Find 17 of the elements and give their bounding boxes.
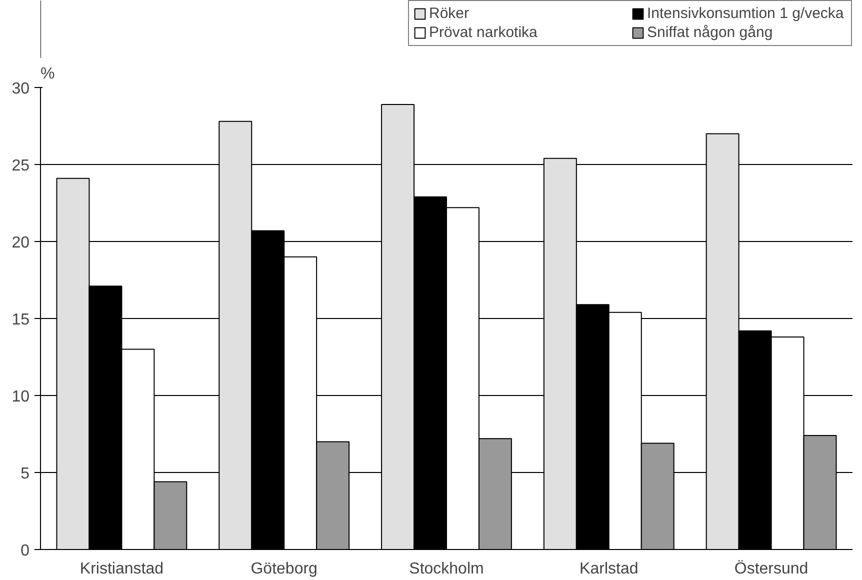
legend-label: Prövat narkotika <box>429 24 538 41</box>
y-tick-label: 20 <box>12 234 30 252</box>
y-tick-label: 5 <box>20 466 30 482</box>
legend-label: Intensivkonsumtion 1 g/vecka <box>647 5 845 22</box>
y-axis-title: % <box>40 66 55 82</box>
legend-label: Röker <box>429 5 470 22</box>
legend-label: Sniffat någon gång <box>647 24 774 41</box>
x-tick-label: Göteborg <box>250 560 318 578</box>
y-tick-label: 10 <box>12 388 30 406</box>
x-tick-label: Östersund <box>734 560 808 578</box>
y-tick-label: 0 <box>20 542 30 560</box>
x-tick-label: Kristianstad <box>80 560 164 578</box>
x-tick-label: Karlstad <box>580 560 638 578</box>
y-tick-label: 25 <box>12 158 30 174</box>
y-tick-label: 15 <box>12 312 30 328</box>
x-tick-label: Stockholm <box>409 560 484 578</box>
y-tick-label: 30 <box>12 80 30 98</box>
